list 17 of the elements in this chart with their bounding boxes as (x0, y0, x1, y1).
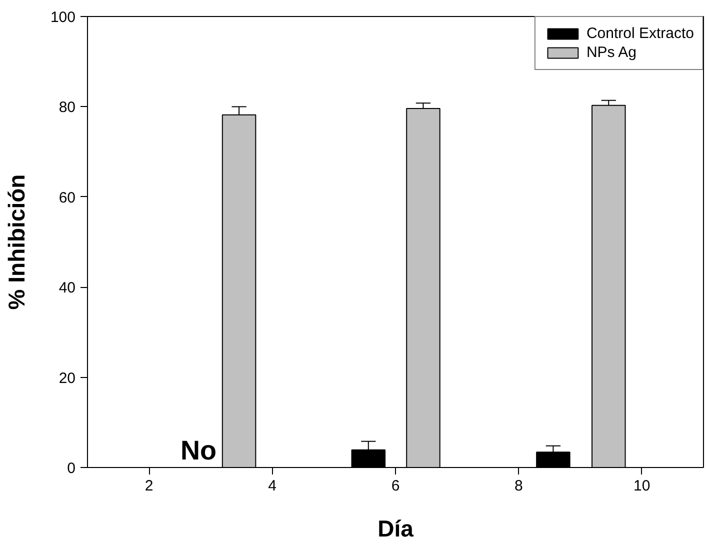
legend-label: NPs Ag (586, 44, 636, 61)
y-axis-title: % Inhibición (3, 174, 30, 310)
annotation: No (180, 436, 217, 466)
y-tick-label: 0 (67, 460, 76, 477)
bar (592, 104, 626, 468)
x-tick-label: 8 (514, 478, 523, 494)
y-tick-label: 60 (58, 189, 76, 206)
x-axis-title: Día (378, 516, 414, 542)
y-tick-label: 80 (58, 99, 76, 116)
y-tick-label: 20 (58, 370, 76, 387)
y-tick-label: 40 (58, 280, 76, 297)
x-tick-label: 10 (634, 478, 650, 494)
x-tick-label: 2 (144, 478, 154, 494)
x-tick-label: 6 (391, 478, 400, 494)
x-tick-label: 4 (268, 478, 276, 494)
y-tick-label: 100 (50, 9, 76, 26)
legend-label: Control Extracto (586, 25, 694, 42)
